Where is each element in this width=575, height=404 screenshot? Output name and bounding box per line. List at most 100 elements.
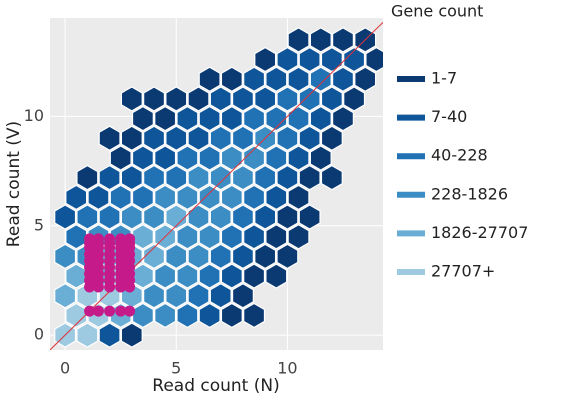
hexbin (209, 164, 232, 191)
x-tick-label: 10 (277, 359, 297, 378)
hexbin (154, 302, 177, 329)
hexbin (220, 263, 243, 289)
y-tick-label: 0 (34, 325, 44, 344)
hexbin (287, 145, 310, 171)
legend-label: 228-1826 (431, 184, 508, 203)
hexbin (176, 263, 199, 289)
hexbin (287, 105, 310, 132)
hexbin (143, 283, 166, 309)
hexbin (309, 145, 332, 171)
hexbin (98, 204, 121, 230)
hexbin (243, 66, 266, 92)
legend-label: 1826-27707 (431, 223, 528, 242)
scatter-point (104, 305, 116, 317)
hexbin (265, 263, 288, 289)
x-tick-label: 5 (171, 359, 181, 378)
hexbin (331, 66, 354, 92)
scatter-point (115, 305, 127, 317)
legend-title: Gene count (391, 2, 483, 21)
legend-label: 1-7 (431, 69, 457, 88)
hexbin (131, 263, 154, 289)
hexbin (287, 184, 310, 211)
x-axis-label: Read count (N) (152, 376, 279, 396)
hexbin (165, 86, 188, 112)
hexbin (198, 302, 221, 329)
y-tick-label: 5 (34, 215, 44, 234)
hexbin (187, 243, 210, 270)
hexbin (298, 86, 321, 112)
hexbin (187, 164, 210, 191)
hexbin (120, 204, 143, 230)
hexbin (76, 164, 99, 191)
hexbin (198, 145, 221, 171)
hexbin (187, 283, 210, 309)
reference-line (50, 22, 383, 350)
hexbin (220, 66, 243, 92)
y-axis-label: Read count (V) (4, 121, 24, 247)
hexbin (209, 204, 232, 230)
hexbin (365, 46, 383, 73)
hexbin (65, 224, 88, 250)
hexbin (154, 105, 177, 132)
hexbin (287, 66, 310, 92)
hexbin (165, 204, 188, 230)
hexbin (143, 125, 166, 151)
hexbin (276, 86, 299, 112)
hexbin (187, 204, 210, 230)
hexbin (354, 66, 377, 92)
hexbin (98, 125, 121, 151)
scatter-point (92, 305, 104, 317)
hexbin (209, 125, 232, 151)
hexbin (154, 184, 177, 211)
hexbin (243, 224, 266, 250)
hexbin (109, 145, 132, 171)
hexbin (87, 184, 110, 211)
hexbin (76, 204, 99, 230)
hexbin (176, 105, 199, 132)
hexbin (187, 125, 210, 151)
hexbin (287, 224, 310, 250)
scatter-point (104, 233, 116, 245)
hexbin (109, 184, 132, 211)
hexbin (220, 184, 243, 211)
scatter-point (124, 233, 136, 245)
hexbin (176, 145, 199, 171)
hexbin (165, 283, 188, 309)
hexbin (120, 322, 143, 348)
hexbin (320, 125, 343, 151)
hexbin (154, 263, 177, 289)
hexbin (265, 105, 288, 132)
hexbin (54, 243, 77, 270)
hexbin (176, 302, 199, 329)
plot-area (50, 22, 383, 350)
hexbin (54, 204, 77, 230)
hexbin (143, 204, 166, 230)
hexbin (276, 243, 299, 270)
hexbin (154, 145, 177, 171)
hexbin (298, 46, 321, 73)
hexbin (176, 224, 199, 250)
hexbin (131, 184, 154, 211)
hexbin (265, 145, 288, 171)
hexbin (265, 184, 288, 211)
hexbin (243, 184, 266, 211)
hexbin (298, 125, 321, 151)
hexbin (276, 46, 299, 73)
hexbin (131, 224, 154, 250)
hexbin (220, 105, 243, 132)
legend-label: 40-228 (431, 146, 488, 165)
hexbin (98, 164, 121, 191)
hexbin (198, 66, 221, 92)
hexbin (209, 283, 232, 309)
hexbin (243, 302, 266, 329)
hexbin (65, 263, 88, 289)
hexbin (254, 164, 277, 191)
hexbin (276, 164, 299, 191)
hexbin (298, 204, 321, 230)
scatter-point (84, 305, 96, 317)
hexbin (343, 86, 366, 112)
hexbin (187, 86, 210, 112)
hexbin (231, 283, 254, 309)
hexbin (231, 204, 254, 230)
hexbin (220, 224, 243, 250)
